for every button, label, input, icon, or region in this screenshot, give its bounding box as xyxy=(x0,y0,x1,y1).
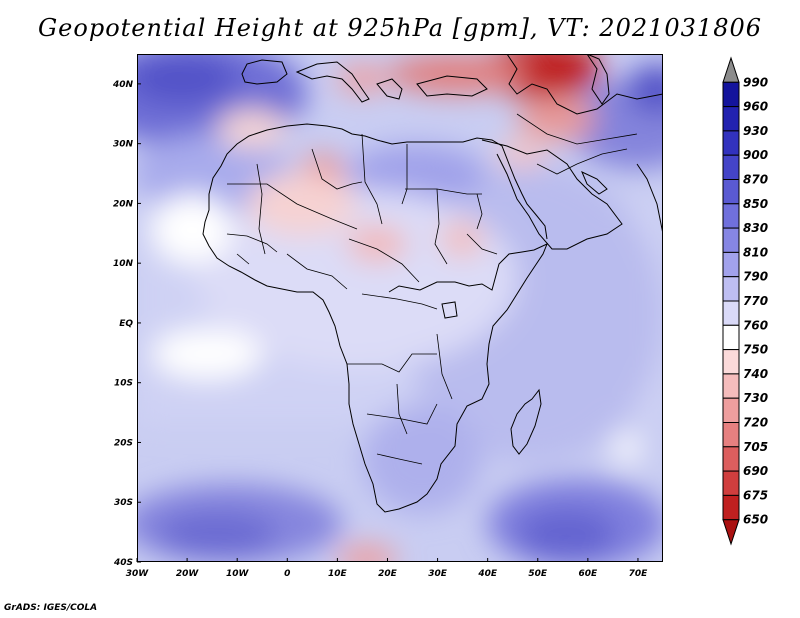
colorbar-label: 690 xyxy=(743,464,768,478)
colorbar-swatch xyxy=(722,106,740,132)
colorbar-swatch xyxy=(722,422,740,448)
coastlines xyxy=(202,54,663,513)
map-title: Geopotential Height at 925hPa [gpm], VT:… xyxy=(38,14,762,42)
lat-tick-label: 40S xyxy=(113,558,133,568)
colorbar-label: 990 xyxy=(743,75,768,89)
colorbar-label: 900 xyxy=(743,148,768,162)
lat-tick-label: 30S xyxy=(114,498,133,508)
colorbar-label: 830 xyxy=(743,221,768,235)
colorbar-label: 850 xyxy=(743,197,768,211)
colorbar-swatch xyxy=(722,179,740,205)
colorbar-label: 705 xyxy=(743,440,768,454)
credit-text: GrADS: IGES/COLA xyxy=(4,603,98,613)
axis-ticks xyxy=(136,83,639,563)
lat-tick-label: 40N xyxy=(112,80,134,90)
lon-tick-label: 20E xyxy=(378,569,398,579)
colorbar-label: 750 xyxy=(743,343,768,357)
colorbar-label: 675 xyxy=(743,488,768,502)
lon-tick-label: 10E xyxy=(328,569,348,579)
colorbar-underflow-triangle xyxy=(722,519,740,546)
colorbar-swatch xyxy=(722,251,740,278)
colorbar-label: 810 xyxy=(743,245,768,259)
country-borders xyxy=(226,113,638,465)
map-canvas: 30W 20W 10W 0 10E 20E 30E 40E 50E 60E 70E 40S 30S 20S… xyxy=(112,54,663,579)
colorbar-swatch xyxy=(722,276,740,302)
colorbar-swatch xyxy=(722,470,740,496)
map-frame xyxy=(137,54,663,562)
colorbar-swatch xyxy=(722,300,740,326)
colorbar-label: 790 xyxy=(743,270,768,284)
colorbar: 990 960 930 900 870 850 830 810 790 770 760 750 740 7… xyxy=(722,56,768,546)
lon-tick-label: 20W xyxy=(176,569,200,579)
colorbar-swatch xyxy=(722,349,740,375)
lat-tick-label: 30N xyxy=(113,140,134,150)
colorbar-label: 930 xyxy=(743,124,768,138)
lon-tick-label: 30W xyxy=(126,569,150,579)
colorbar-label: 730 xyxy=(743,391,768,405)
colorbar-label: 740 xyxy=(743,367,768,381)
colorbar-swatch xyxy=(722,227,740,253)
colorbar-swatch xyxy=(722,81,740,108)
lon-tick-label: 0 xyxy=(284,569,290,579)
colorbar-label: 760 xyxy=(743,318,768,332)
colorbar-label: 650 xyxy=(743,513,768,527)
lon-tick-label: 40E xyxy=(477,569,498,579)
colorbar-swatch xyxy=(722,324,740,351)
colorbar-swatch xyxy=(722,203,740,229)
lon-tick-label: 50E xyxy=(528,569,548,579)
lat-tick-label: 10N xyxy=(113,259,134,269)
lon-tick-label: 10W xyxy=(226,569,250,579)
colorbar-swatch xyxy=(722,446,740,472)
colorbar-swatch xyxy=(722,494,740,521)
lat-tick-label: 20N xyxy=(113,199,134,209)
colorbar-label: 770 xyxy=(743,294,768,308)
colorbar-label: 720 xyxy=(743,416,768,430)
colorbar-swatch xyxy=(722,397,740,424)
lat-tick-label: EQ xyxy=(119,319,133,329)
map-panel: 30W 20W 10W 0 10E 20E 30E 40E 50E 60E 70E 40S 30S 20S… xyxy=(112,54,663,579)
colorbar-swatch xyxy=(722,154,740,180)
lat-tick-label: 20S xyxy=(114,438,133,448)
axis-tick-labels: 30W 20W 10W 0 10E 20E 30E 40E 50E 60E 70E 40S 30S 20S… xyxy=(112,80,648,579)
colorbar-label: 960 xyxy=(743,100,768,114)
colorbar-label: 870 xyxy=(743,173,768,187)
lon-tick-label: 60E xyxy=(579,569,599,579)
lon-tick-label: 30E xyxy=(428,569,448,579)
lon-tick-label: 70E xyxy=(629,569,649,579)
colorbar-overflow-triangle xyxy=(722,56,740,83)
colorbar-swatch xyxy=(722,130,740,156)
lat-tick-label: 10S xyxy=(114,379,133,389)
colorbar-swatch xyxy=(722,373,740,399)
